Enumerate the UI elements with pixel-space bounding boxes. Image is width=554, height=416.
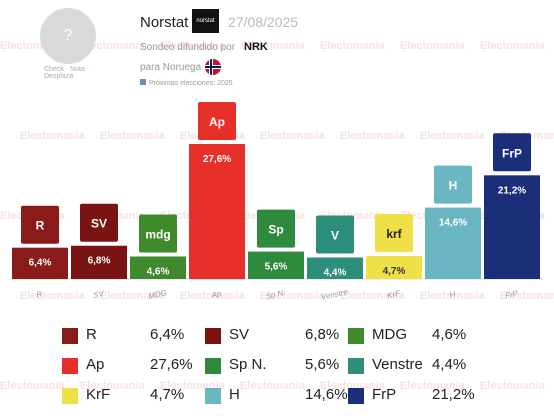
sponsor-name: NRK <box>244 41 268 53</box>
tick-label: FrP <box>504 289 519 301</box>
party-logo-icon <box>348 388 364 404</box>
tick-label: H <box>449 290 457 300</box>
legend-party-name: R <box>86 326 97 343</box>
party-logo-icon: Ap <box>198 102 236 140</box>
svg-text:FrP: FrP <box>502 146 522 160</box>
legend-party-name: H <box>229 386 240 403</box>
value-label: 4,6% <box>147 267 170 278</box>
value-label: 6,8% <box>88 256 111 267</box>
legend-party-name: FrP <box>372 386 397 403</box>
svg-text:mdg: mdg <box>145 228 170 242</box>
party-logo-icon <box>62 358 78 374</box>
party-logo-icon: krf <box>375 214 413 253</box>
party-logo-icon <box>348 358 364 374</box>
legend-party-name: Ap <box>86 356 105 373</box>
bar-frp <box>484 175 540 279</box>
svg-text:R: R <box>36 219 45 233</box>
pollster-name: Norstat <box>140 14 189 31</box>
svg-text:Ap: Ap <box>209 115 225 129</box>
legend-party-value: 27,6% <box>150 356 193 373</box>
legend-party-value: 21,2% <box>432 386 475 403</box>
tick-label: KrF <box>386 289 402 301</box>
avatar: ? <box>40 8 96 64</box>
legend-party-value: 5,6% <box>305 356 340 373</box>
legend-item: KrF 4,7% <box>62 386 202 406</box>
party-logo-icon <box>62 388 78 404</box>
legend: R 6,4% SV 6,8% MDG 4,6% Ap 27,6% Sp N. 5,6% Venstr… <box>0 322 554 416</box>
next-elections: Próximas elecciones: 2025 <box>140 79 233 87</box>
bar-mdg <box>130 256 186 279</box>
bar-r <box>12 247 68 279</box>
party-logo-icon: R <box>21 205 59 244</box>
legend-party-value: 4,4% <box>432 356 467 373</box>
value-label: 4,7% <box>383 266 406 277</box>
svg-text:SV: SV <box>91 217 107 231</box>
legend-party-name: KrF <box>86 386 111 403</box>
legend-item: MDG 4,6% <box>348 326 488 346</box>
bar-chart: 6,4% R R 6,8% SV SV 4,6% mdg MDG 27,6% Ap Ap 5,6% Sp S… <box>12 102 543 302</box>
legend-party-name: Sp N. <box>229 356 267 373</box>
svg-text:krf: krf <box>386 227 402 241</box>
tick-label: Ap <box>210 289 223 300</box>
tick-label: Sp N. <box>265 288 286 301</box>
tick-label: Venstre <box>320 287 349 302</box>
party-logo-icon <box>205 328 221 344</box>
party-logo-icon <box>62 328 78 344</box>
sondeo-label: Sondeo difundido por <box>140 42 236 53</box>
legend-party-name: SV <box>229 326 250 343</box>
bar-spn <box>248 251 304 279</box>
next-elections-text: Próximas elecciones: 2025 <box>149 80 233 87</box>
svg-text:V: V <box>331 228 339 242</box>
legend-item: H 14,6% <box>205 386 348 406</box>
legend-item: Ap 27,6% <box>62 356 202 376</box>
ballot-icon <box>140 79 146 85</box>
tick-label: SV <box>92 289 105 300</box>
value-label: 14,6% <box>439 218 467 229</box>
value-label: 4,4% <box>324 267 347 278</box>
value-label: 5,6% <box>265 262 288 273</box>
tick-label: R <box>36 290 44 300</box>
legend-party-value: 14,6% <box>305 386 348 403</box>
pollster-logo: norstat <box>192 9 219 33</box>
party-logo-icon: mdg <box>139 214 177 253</box>
party-logo-icon: V <box>316 215 354 254</box>
legend-party-value: 4,7% <box>150 386 185 403</box>
party-logo-icon: SV <box>80 203 118 242</box>
party-logo-icon <box>348 328 364 344</box>
poll-date: 27/08/2025 <box>228 14 299 30</box>
party-logo-icon: H <box>434 165 472 204</box>
legend-item: FrP 21,2% <box>348 386 488 406</box>
legend-item: Venstre 4,4% <box>348 356 488 376</box>
value-label: 6,4% <box>29 258 52 269</box>
bar-venstre <box>307 257 363 279</box>
legend-party-value: 6,8% <box>305 326 340 343</box>
party-logo-icon <box>205 358 221 374</box>
check-caption: Check · Nota · Desplaza <box>44 66 90 80</box>
bar-krf <box>366 256 422 279</box>
legend-party-value: 6,4% <box>150 326 185 343</box>
country-label: para Noruega <box>140 62 202 73</box>
value-label: 27,6% <box>203 154 231 165</box>
value-label: 21,2% <box>498 185 526 196</box>
norway-flag-icon <box>205 59 221 75</box>
party-logo-icon: FrP <box>493 133 531 172</box>
tick-label: MDG <box>147 288 167 301</box>
bar-ap <box>189 144 245 279</box>
legend-item: SV 6,8% <box>205 326 345 346</box>
svg-text:Sp: Sp <box>268 223 283 237</box>
legend-party-name: Venstre <box>372 356 423 373</box>
legend-party-name: MDG <box>372 326 407 343</box>
party-logo-icon: Sp <box>257 209 295 248</box>
bar-sv <box>71 245 127 279</box>
svg-text:H: H <box>449 179 458 193</box>
bar-h <box>425 207 481 279</box>
party-logo-icon <box>205 388 221 404</box>
legend-item: Sp N. 5,6% <box>205 356 345 376</box>
legend-item: R 6,4% <box>62 326 202 346</box>
legend-party-value: 4,6% <box>432 326 467 343</box>
